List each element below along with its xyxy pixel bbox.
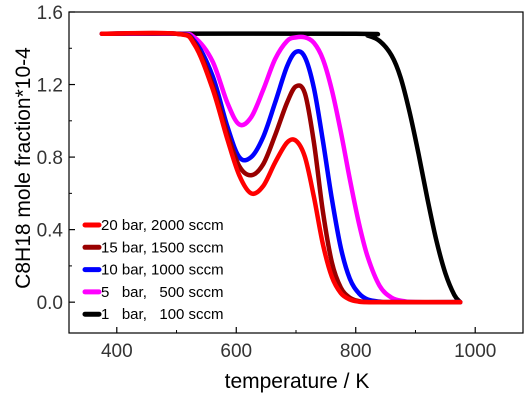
y-tick-label: 1.2 (37, 76, 63, 97)
y-tick-label: 1.6 (37, 3, 63, 24)
x-tick-label: 400 (101, 341, 133, 362)
y-tick-label: 0.0 (37, 293, 63, 314)
series-line (99, 31, 463, 305)
series-layer (99, 30, 463, 305)
x-axis-title: temperature / K (225, 370, 370, 393)
y-axis-title: C8H18 mole fraction*10-4 (12, 47, 35, 289)
legend: 20 bar, 2000 sccm 15 bar, 1500 sccm 10 bar… (82, 217, 224, 323)
x-tick-label: 800 (340, 341, 372, 362)
legend-label: 1 bar, 100 sccm (101, 306, 224, 323)
series-line (99, 31, 463, 305)
legend-label: 15 bar, 1500 sccm (101, 239, 224, 256)
legend-label: 20 bar, 2000 sccm (101, 217, 224, 234)
y-axis-title-group: C8H18 mole fraction*10-4 (12, 47, 35, 289)
x-tick-label: 1000 (454, 341, 496, 362)
y-axis: 0.0 0.4 0.8 1.2 1.6 (37, 3, 75, 314)
y-tick-label: 0.4 (37, 221, 64, 242)
x-tick-label: 600 (220, 341, 252, 362)
legend-label: 10 bar, 1000 sccm (101, 262, 224, 279)
series-line (99, 30, 463, 305)
y-tick-label: 0.8 (37, 148, 63, 169)
legend-label: 5 bar, 500 sccm (101, 284, 224, 301)
series-line (99, 30, 463, 305)
x-axis: 400 600 800 1000 (101, 327, 496, 362)
